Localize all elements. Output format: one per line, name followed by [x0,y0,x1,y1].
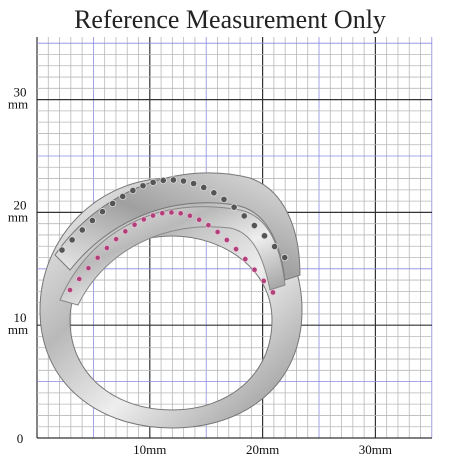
stone [260,232,269,240]
stone [210,189,218,197]
stone [119,192,127,201]
stone [251,266,258,273]
stone [67,287,73,293]
x-label: 30mm [359,442,392,457]
stone [94,254,101,261]
stone [139,182,147,190]
stone [140,216,147,223]
stone [150,212,156,219]
stone [190,179,198,188]
stone [205,222,212,229]
stone [109,199,117,208]
stone [179,177,188,185]
origin-label: 0 [17,431,24,446]
stone [113,236,120,243]
stone [159,176,167,185]
stone [240,212,248,220]
stone [177,210,184,217]
stone [230,203,238,211]
stone [122,228,129,235]
stone [131,221,138,228]
stone [85,265,92,272]
stone [281,253,289,262]
stone [58,246,66,254]
stone [168,209,175,216]
stone [214,229,221,235]
title: Reference Measurement Only [74,5,386,34]
stone [68,236,76,244]
x-label: 10mm [133,442,166,457]
stone [149,178,157,186]
stone [260,278,267,284]
stone [187,212,193,219]
stone [159,210,166,217]
stone [223,237,230,243]
x-label: 20mm [246,442,279,457]
stone [169,176,177,184]
stone [233,246,239,252]
y-label-unit: mm [8,97,28,112]
stone [98,208,107,216]
y-label: 10 [14,310,27,325]
stone [76,276,83,282]
stone [242,256,249,262]
stone [196,216,203,223]
ring-photo [39,172,303,429]
stone [88,216,96,225]
y-label: 20 [14,197,27,212]
y-label-unit: mm [8,209,28,224]
stone [129,186,137,195]
stone [220,195,228,204]
stone [250,221,258,230]
stone [78,226,86,234]
stones [58,176,289,296]
stone [271,242,279,251]
stone [270,289,276,296]
y-label: 30 [14,85,27,100]
stone [200,183,208,192]
y-label-unit: mm [8,322,28,337]
stone [104,245,110,251]
